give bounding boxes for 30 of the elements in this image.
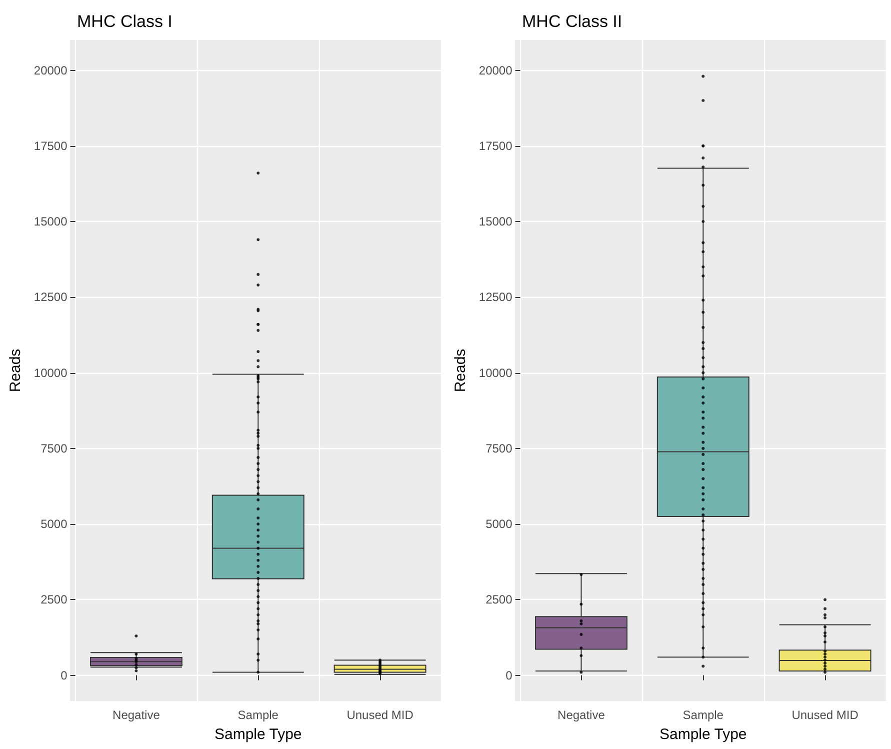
y-tick-label: 12500	[34, 290, 68, 304]
x-tick-label: Unused MID	[792, 708, 859, 722]
y-tick-label: 7500	[40, 441, 68, 456]
x-axis-title: Sample Type	[659, 726, 747, 743]
y-tick-label: 17500	[34, 138, 68, 153]
y-axis-title: Reads	[452, 348, 469, 392]
y-tick-label: 0	[506, 668, 513, 682]
chart-title: MHC Class I	[77, 12, 172, 31]
y-tick-label: 20000	[478, 63, 513, 78]
x-axis-title: Sample Type	[214, 726, 302, 743]
x-tick-label: Sample	[238, 708, 279, 722]
x-tick-label: Negative	[112, 708, 160, 722]
y-axis-title: Reads	[7, 348, 24, 392]
y-tick-label: 12500	[478, 290, 513, 304]
y-tick-label: 15000	[478, 214, 513, 229]
y-tick-label: 7500	[486, 441, 513, 456]
y-tick-label: 5000	[486, 517, 513, 532]
y-tick-label: 15000	[34, 214, 68, 229]
y-tick-label: 10000	[478, 366, 513, 380]
x-tick-label: Negative	[558, 708, 606, 722]
y-tick-label: 10000	[34, 366, 68, 380]
y-tick-label: 0	[60, 668, 68, 682]
y-tick-label: 2500	[486, 592, 513, 607]
x-tick-label: Unused MID	[346, 708, 414, 722]
y-tick-label: 17500	[478, 138, 513, 153]
y-tick-label: 20000	[34, 63, 68, 78]
x-tick-label: Sample	[682, 708, 724, 722]
y-tick-label: 5000	[40, 517, 68, 532]
chart-title: MHC Class II	[522, 12, 622, 31]
y-tick-label: 2500	[40, 592, 68, 607]
